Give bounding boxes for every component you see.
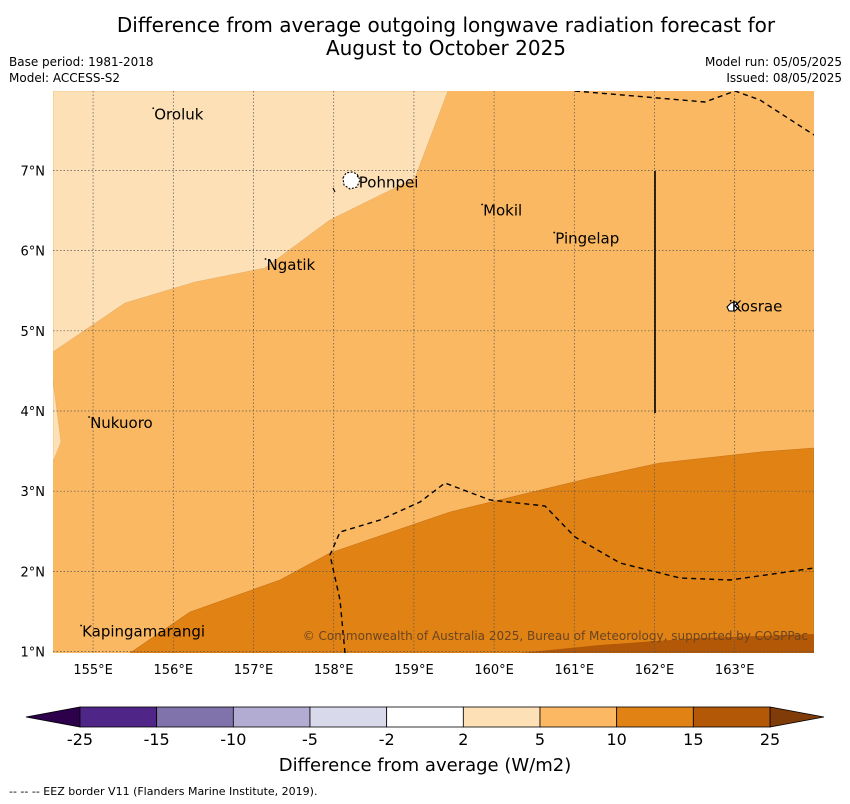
place-marker <box>152 107 155 110</box>
place-labels: Oroluk Pohnpei Mokil Pingelap Ngatik Kosrae Nu… <box>80 105 783 641</box>
pohnpei-islet <box>332 187 336 193</box>
colorbar-over-arrow <box>769 706 825 728</box>
title-line-1: Difference from average outgoing longwav… <box>116 13 776 37</box>
copyright-text: © Commonwealth of Australia 2025, Bureau… <box>303 629 808 643</box>
eez-border-south <box>329 482 814 653</box>
pohnpei-island-shape <box>342 171 361 190</box>
place-marker <box>553 231 556 234</box>
place-label: Ngatik <box>267 256 316 274</box>
island-shapes <box>332 171 740 312</box>
base-period: Base period: 1981-2018 <box>9 55 154 69</box>
colorbar-tick-label: -15 <box>144 730 170 749</box>
colorbar-tick-label: -10 <box>220 730 246 749</box>
lon-tick-label: 160°E <box>474 663 514 678</box>
colorbar-segment <box>232 706 311 728</box>
longitude-tick-labels: 155°E 156°E 157°E 158°E 159°E 160°E 161°E 162°E… <box>73 663 754 678</box>
place-label: Kosrae <box>732 298 783 316</box>
colorbar-tick-label: -5 <box>302 730 318 749</box>
issued-date: Issued: 08/05/2025 <box>726 71 842 85</box>
colorbar-tick-label: 25 <box>760 730 780 749</box>
lat-tick-label: 5°N <box>21 325 46 340</box>
place-label: Pingelap <box>555 230 619 248</box>
place-label: Mokil <box>483 201 522 219</box>
meta-left: Base period: 1981-2018 Model: ACCESS-S2 <box>9 54 154 86</box>
place-marker <box>356 175 359 178</box>
kosrae-island-shape <box>726 301 740 312</box>
lat-tick-label: 7°N <box>21 164 46 179</box>
colorbar: -25 -15 -10 -5 -2 2 5 10 15 25 <box>25 706 825 749</box>
colorbar-segment <box>539 706 618 728</box>
colorbar-segment <box>79 706 158 728</box>
place-label: Pohnpei <box>359 173 419 191</box>
colorbar-tick-label: 5 <box>535 730 545 749</box>
eez-border-north <box>574 91 814 136</box>
anomaly-region-2-5 <box>53 91 449 353</box>
place-marker <box>88 416 90 418</box>
colorbar-under-arrow <box>25 706 81 728</box>
colorbar-tick-label: -2 <box>379 730 395 749</box>
anomaly-region-10-15 <box>129 447 814 653</box>
colorbar-tick-label: 10 <box>606 730 626 749</box>
anomaly-region-15-25 <box>520 634 814 653</box>
colorbar-segment <box>309 706 388 728</box>
lon-tick-label: 157°E <box>234 663 274 678</box>
lon-tick-label: 156°E <box>154 663 194 678</box>
lat-tick-label: 4°N <box>21 405 46 420</box>
title-line-2: August to October 2025 <box>325 36 567 60</box>
colorbar-tick-label: -25 <box>67 730 93 749</box>
lon-tick-label: 155°E <box>73 663 113 678</box>
colorbar-segment <box>462 706 541 728</box>
lon-tick-label: 159°E <box>394 663 434 678</box>
lat-tick-label: 3°N <box>21 485 46 500</box>
place-marker <box>729 299 732 302</box>
lon-tick-label: 162°E <box>635 663 675 678</box>
place-marker <box>481 203 483 206</box>
eez-footnote: -- -- -- EEZ border V11 (Flanders Marine… <box>9 785 318 798</box>
map-fill-layer <box>53 91 814 653</box>
model-name: Model: ACCESS-S2 <box>9 71 121 85</box>
place-marker <box>80 624 82 627</box>
colorbar-title: Difference from average (W/m2) <box>278 755 572 776</box>
colorbar-tick-label: 15 <box>683 730 703 749</box>
place-label: Kapingamarangi <box>82 623 205 641</box>
lat-tick-label: 6°N <box>21 245 46 260</box>
model-run: Model run: 05/05/2025 <box>704 55 842 69</box>
lat-tick-label: 2°N <box>21 565 46 580</box>
place-label: Nukuoro <box>90 414 153 432</box>
chart-title: Difference from average outgoing longwav… <box>60 14 832 60</box>
lon-tick-label: 161°E <box>555 663 595 678</box>
colorbar-segment <box>156 706 234 728</box>
colorbar-segment <box>692 706 771 728</box>
colorbar-segment <box>386 706 464 728</box>
lon-tick-label: 163°E <box>715 663 755 678</box>
colorbar-tick-label: 2 <box>458 730 468 749</box>
colorbar-segment <box>616 706 694 728</box>
place-label: Oroluk <box>154 105 203 123</box>
eez-borders <box>329 91 814 653</box>
place-marker <box>264 258 267 260</box>
lat-tick-label: 1°N <box>21 646 46 661</box>
latitude-tick-labels: 7°N 6°N 5°N 4°N 3°N 2°N 1°N <box>21 164 46 660</box>
meta-right: Model run: 05/05/2025 Issued: 08/05/2025 <box>705 54 842 86</box>
lon-tick-label: 158°E <box>314 663 354 678</box>
